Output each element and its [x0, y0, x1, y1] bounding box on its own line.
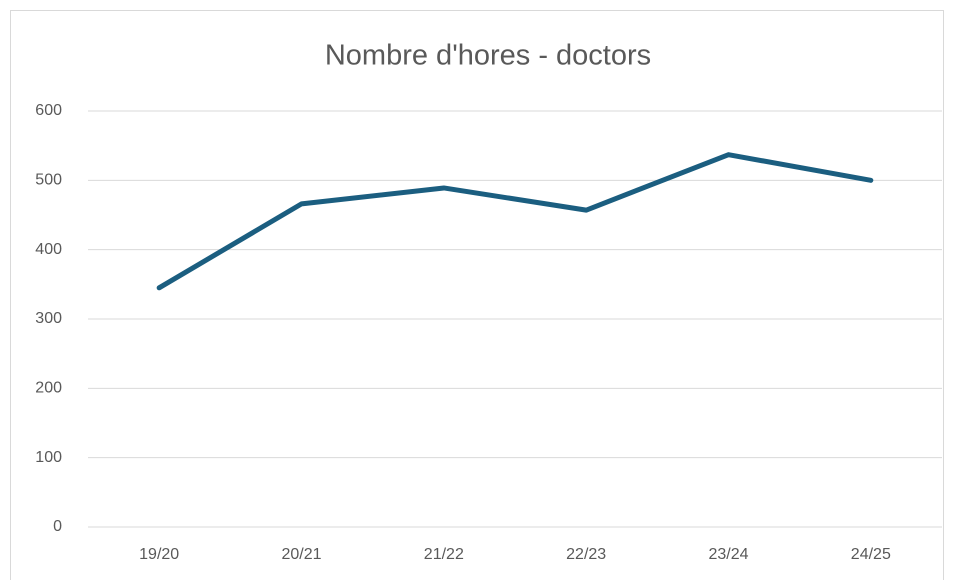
chart-title: Nombre d'hores - doctors: [325, 40, 651, 72]
x-tick-label: 20/21: [281, 546, 321, 563]
chart-border: [10, 10, 944, 580]
x-tick-label: 24/25: [851, 546, 891, 563]
x-tick-label: 23/24: [708, 546, 748, 563]
data-line: [156, 152, 874, 291]
x-tick-label: 22/23: [566, 546, 606, 563]
y-tick-label: 500: [35, 172, 62, 189]
y-tick-label: 600: [35, 102, 62, 119]
y-tick-label: 0: [53, 518, 62, 535]
y-tick-label: 400: [35, 241, 62, 258]
y-tick-label: 300: [35, 310, 62, 327]
x-tick-label: 21/22: [424, 546, 464, 563]
y-tick-label: 200: [35, 380, 62, 397]
x-tick-label: 19/20: [139, 546, 179, 563]
y-tick-label: 100: [35, 449, 62, 466]
